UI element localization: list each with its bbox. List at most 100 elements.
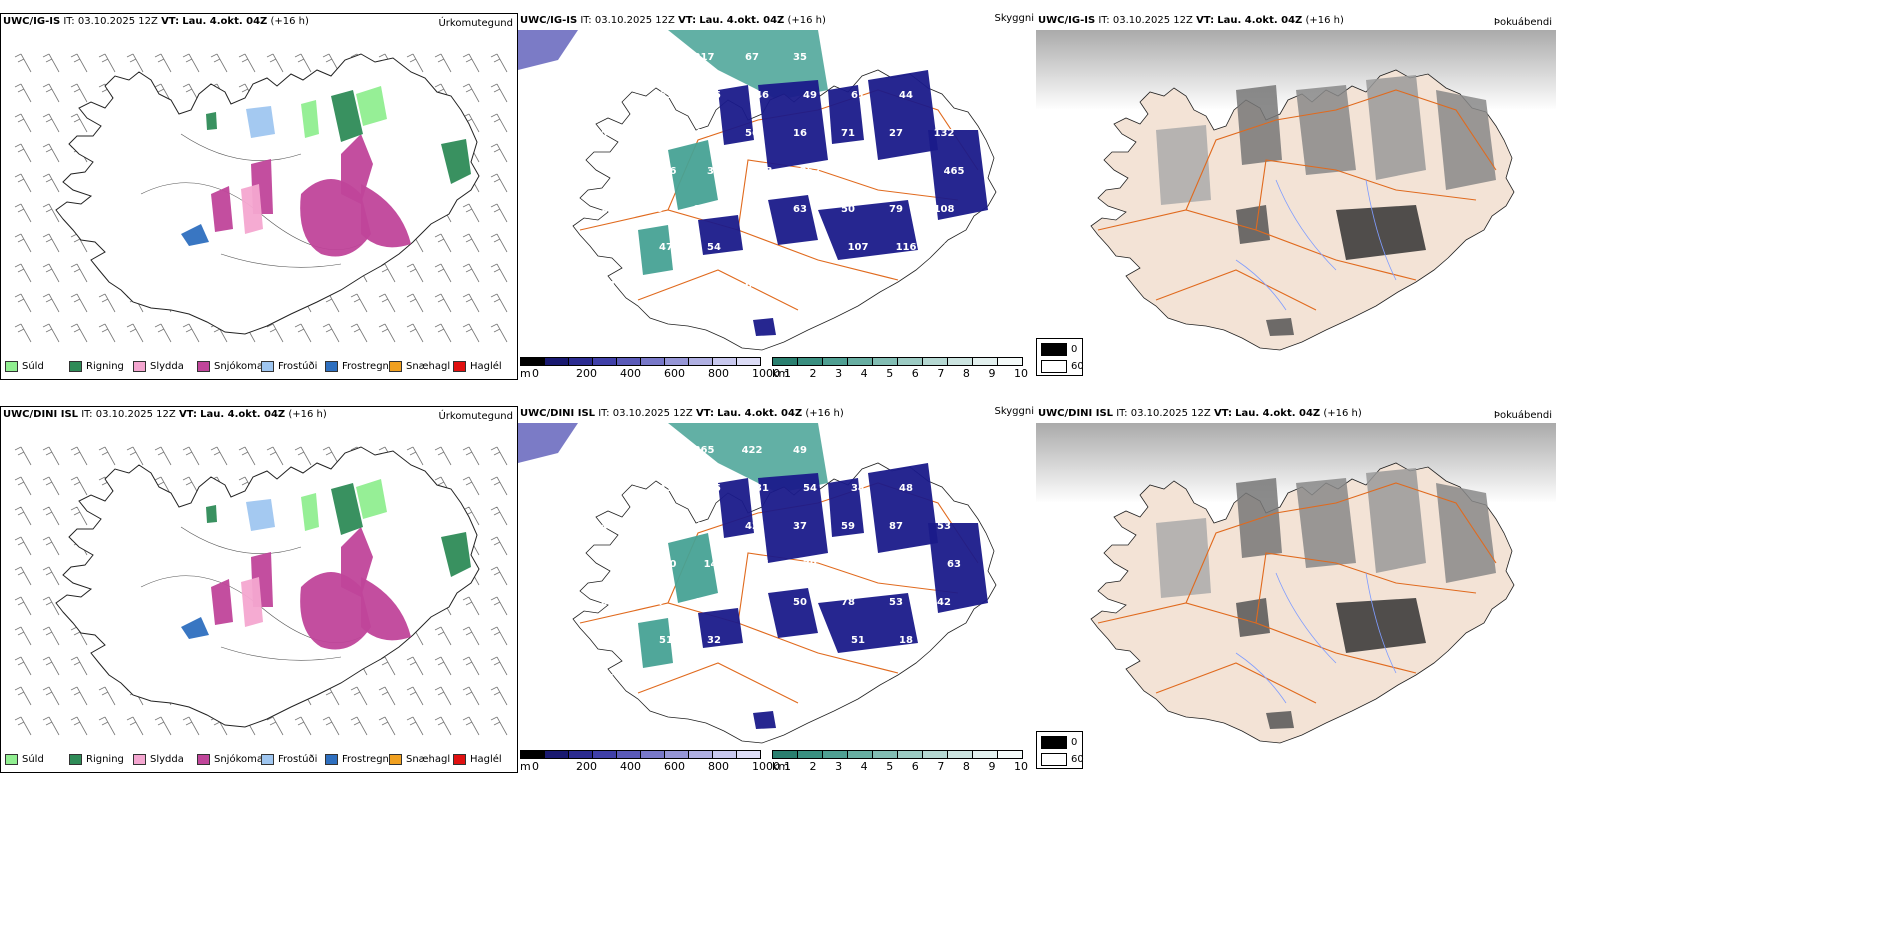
colorbar-unit: km — [772, 367, 790, 380]
colorbar-tick: 8 — [962, 367, 970, 380]
wind-barb — [462, 53, 480, 73]
cloud-base-panel-top: UWC/IG-IS IT: 03.10.2025 12Z VT: Lau. 4.… — [518, 13, 1036, 380]
wind-barb — [182, 323, 200, 343]
cloud-base-value: 34 — [851, 483, 865, 494]
colorbar-tick: 3 — [835, 367, 843, 380]
colorbar-tick: 600 — [664, 760, 685, 773]
precip-legend: Súld Rigning Slydda Snjókoma Frostúði Frostre… — [5, 753, 515, 769]
colorbar-tick: 400 — [620, 367, 641, 380]
wind-barb — [378, 293, 396, 313]
fog-index-area — [1156, 125, 1211, 205]
wind-barb — [14, 83, 32, 103]
legend-swatch — [197, 753, 210, 765]
legend-item: Frostregn — [325, 753, 389, 767]
precip-area — [441, 139, 471, 184]
precip-area — [341, 527, 373, 597]
cloud-area — [698, 215, 743, 255]
legend-swatch — [325, 360, 338, 372]
wind-barb — [42, 113, 60, 133]
colorbar-tick: 600 — [664, 367, 685, 380]
wind-barb — [462, 446, 480, 466]
colorbar-cell — [997, 357, 1023, 366]
cloud-area — [698, 608, 743, 648]
cloud-base-value: 53 — [889, 597, 903, 608]
cloud-area — [928, 523, 988, 613]
cloud-base-value: 41 — [659, 483, 673, 494]
cloud-base-value: 307 — [598, 445, 619, 456]
wind-barb — [42, 53, 60, 73]
wind-barb — [42, 626, 60, 646]
map-layers — [14, 53, 508, 343]
colorbar-unit: km — [772, 760, 790, 773]
legend-label: Snæhagl — [406, 754, 451, 765]
fog-legend-dark — [1041, 343, 1067, 356]
legend-swatch — [133, 753, 146, 765]
wind-barb — [42, 293, 60, 313]
precip-area — [181, 617, 209, 639]
wind-barb — [490, 656, 508, 676]
fog-legend-max: 60 — [1071, 361, 1084, 372]
wind-barb — [434, 716, 452, 736]
colorbar-cell — [872, 357, 898, 366]
wind-barb — [406, 716, 424, 736]
legend-swatch — [133, 360, 146, 372]
wind-barb — [462, 83, 480, 103]
wind-barb — [490, 686, 508, 706]
cloud-base-value: 107 — [694, 204, 715, 215]
wind-barb — [14, 476, 32, 496]
wind-barb — [490, 143, 508, 163]
wind-barb — [42, 536, 60, 556]
cloud-base-value: 46 — [755, 90, 769, 101]
cloud-base-value: 63 — [659, 90, 673, 101]
iceland-precip-map — [14, 446, 508, 736]
cloud-base-value: 50 — [841, 204, 855, 215]
colorbar-cell — [592, 750, 617, 759]
cloud-base-value: 107 — [848, 242, 869, 253]
colorbar-tick: 7 — [937, 367, 945, 380]
cloud-base-value: 79 — [889, 204, 903, 215]
wind-barb — [490, 626, 508, 646]
cloud-base-value: 96 — [899, 166, 913, 177]
cloud-base-value: 22 — [601, 204, 615, 215]
panel-title: Þokuábendi — [1493, 410, 1552, 421]
cloud-base-value: 42 — [745, 521, 759, 532]
wind-barb — [406, 53, 424, 73]
legend-swatch — [453, 360, 466, 372]
wind-barb — [350, 686, 368, 706]
colorbar-cell — [664, 750, 689, 759]
cloud-base-value: 42 — [937, 597, 951, 608]
colorbar-cell — [872, 750, 898, 759]
cloud-base-value: 51 — [697, 673, 711, 684]
wind-barb — [462, 596, 480, 616]
legend-swatch — [5, 360, 18, 372]
precip-area — [356, 479, 387, 519]
colorbar-tick: 7 — [937, 760, 945, 773]
precip-area — [181, 224, 209, 246]
wind-barb — [462, 263, 480, 283]
colorbar-cell — [688, 357, 713, 366]
colorbar-tick: 200 — [576, 367, 597, 380]
wind-barb — [70, 446, 88, 466]
legend-label: Snjókoma — [214, 361, 264, 372]
wind-barb — [490, 716, 508, 736]
legend-label: Haglél — [470, 361, 502, 372]
precip-area — [246, 106, 275, 138]
cloud-base-value: 63 — [947, 559, 961, 570]
wind-barb — [14, 506, 32, 526]
colorbar-tick: 6 — [911, 760, 919, 773]
cloud-base-value: 96 — [649, 204, 663, 215]
legend-swatch — [69, 753, 82, 765]
cloud-area — [768, 588, 818, 638]
wind-barb — [70, 113, 88, 133]
wind-barb — [14, 716, 32, 736]
cloud-base-value: 52 — [601, 128, 615, 139]
cloud-base-value: 59 — [841, 521, 855, 532]
wind-barb — [14, 233, 32, 253]
wind-barb — [294, 53, 312, 73]
cloud-base-value: 35 — [793, 52, 807, 63]
fog-index-area — [1336, 598, 1426, 653]
cloud-base-value: 477 — [694, 597, 715, 608]
wind-barb — [462, 323, 480, 343]
legend-swatch — [261, 753, 274, 765]
legend-item: Snæhagl — [389, 753, 450, 767]
